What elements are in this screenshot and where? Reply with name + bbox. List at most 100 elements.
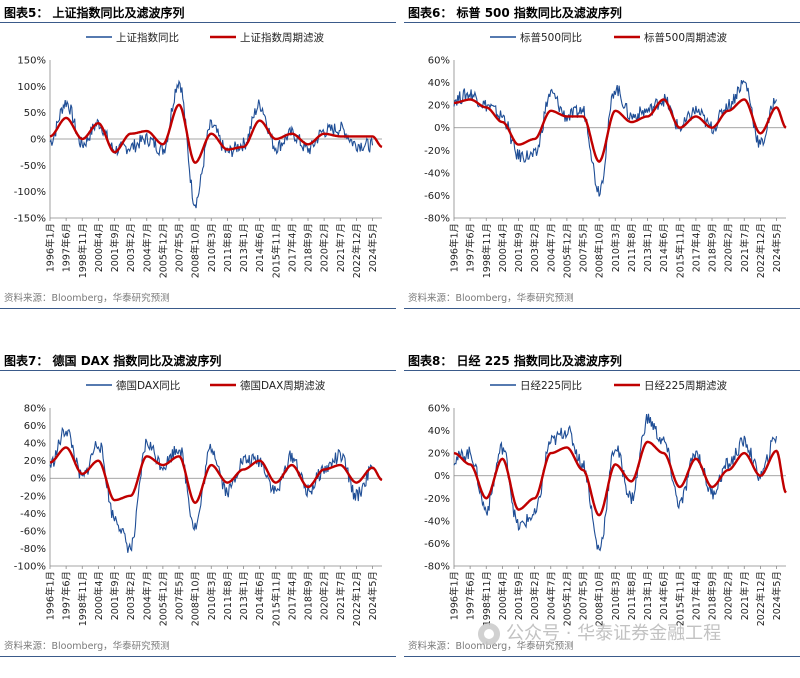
x-tick-label: 2024年5月 bbox=[771, 571, 783, 620]
source-divider bbox=[404, 308, 800, 309]
x-tick-label: 2004年7月 bbox=[141, 571, 153, 620]
x-tick-label: 2007年5月 bbox=[578, 571, 590, 620]
x-tick-label: 2021年7月 bbox=[739, 571, 751, 620]
x-tick-label: 2011年8月 bbox=[222, 223, 234, 272]
x-tick-label: 2024年5月 bbox=[771, 223, 783, 272]
x-tick-label: 2004年7月 bbox=[545, 571, 557, 620]
x-tick-label: 2010年3月 bbox=[206, 223, 218, 272]
y-tick-label: 60% bbox=[428, 404, 450, 415]
title-divider bbox=[404, 370, 800, 371]
x-tick-label: 2013年1月 bbox=[642, 223, 654, 272]
line-chart: 日经225同比 日经225周期滤波 60% 40% 20% 0% -20% -40% -60% -… bbox=[424, 379, 787, 626]
x-tick-label: 1998年11月 bbox=[481, 223, 493, 278]
series-line-raw bbox=[49, 79, 374, 209]
x-tick-label: 2015年11月 bbox=[674, 571, 686, 626]
chart-panel-1: 图表5： 上证指数同比及滤波序列 上证指数同比 上证指数周期滤波 150% 100% 5… bbox=[0, 0, 398, 330]
y-tick-label: -20% bbox=[20, 491, 46, 502]
x-tick-label: 2021年7月 bbox=[335, 571, 347, 620]
x-tick-label: 2003年2月 bbox=[529, 223, 541, 272]
x-tick-label: 2015年11月 bbox=[270, 223, 282, 278]
y-tick-label: 0% bbox=[30, 135, 46, 146]
x-tick-label: 2004年7月 bbox=[141, 223, 153, 272]
x-tick-label: 2000年4月 bbox=[497, 223, 509, 272]
legend-label-filter: 德国DAX周期滤波 bbox=[240, 379, 326, 392]
chart-panel-2: 图表6： 标普 500 指数同比及滤波序列 标普500同比 标普500周期滤波 60… bbox=[404, 0, 800, 330]
chart-title: 图表5： 上证指数同比及滤波序列 bbox=[4, 6, 185, 20]
x-tick-label: 2004年7月 bbox=[545, 223, 557, 272]
source-divider bbox=[0, 308, 396, 309]
chart-title: 图表6： 标普 500 指数同比及滤波序列 bbox=[408, 6, 622, 20]
source-divider bbox=[404, 656, 800, 657]
x-tick-label: 2008年10月 bbox=[190, 571, 202, 626]
x-tick-label: 2000年4月 bbox=[93, 223, 105, 272]
chart-title: 图表8： 日经 225 指数同比及滤波序列 bbox=[408, 354, 622, 368]
y-tick-label: 40% bbox=[428, 78, 450, 89]
x-tick-label: 2013年1月 bbox=[238, 223, 250, 272]
x-tick-label: 2015年11月 bbox=[270, 571, 282, 626]
title-divider bbox=[0, 22, 396, 23]
series-line-raw bbox=[453, 79, 778, 197]
x-tick-label: 2022年12月 bbox=[755, 571, 767, 626]
x-tick-label: 2020年2月 bbox=[319, 223, 331, 272]
chart-panel-4: 图表8： 日经 225 指数同比及滤波序列 日经225同比 日经225周期滤波 60… bbox=[404, 348, 800, 678]
y-tick-label: -60% bbox=[20, 526, 46, 537]
watermark-text: 公众号 · 华泰证券金融工程 bbox=[506, 623, 722, 644]
x-tick-label: 2000年4月 bbox=[93, 571, 105, 620]
x-tick-label: 2013年1月 bbox=[238, 571, 250, 620]
chart-title: 图表7： 德国 DAX 指数同比及滤波序列 bbox=[4, 354, 222, 368]
x-tick-label: 2007年5月 bbox=[174, 223, 186, 272]
x-tick-label: 2008年10月 bbox=[190, 223, 202, 278]
x-tick-label: 2024年5月 bbox=[367, 571, 379, 620]
x-tick-label: 1996年1月 bbox=[45, 571, 57, 620]
x-tick-label: 2024年5月 bbox=[367, 223, 379, 272]
title-divider bbox=[404, 22, 800, 23]
legend: 上证指数同比 上证指数周期滤波 bbox=[86, 31, 324, 44]
y-tick-label: 20% bbox=[428, 449, 450, 460]
source-note: 资料来源：Bloomberg，华泰研究预测 bbox=[4, 293, 170, 304]
y-tick-label: 100% bbox=[17, 82, 46, 93]
series-line-filter bbox=[49, 103, 383, 165]
x-tick-label: 2020年2月 bbox=[319, 571, 331, 620]
source-note: 资料来源：Bloomberg，华泰研究预测 bbox=[408, 641, 574, 652]
x-tick-label: 2021年7月 bbox=[335, 223, 347, 272]
x-tick-label: 2011年8月 bbox=[626, 223, 638, 272]
series-line-raw bbox=[453, 413, 778, 552]
source-divider bbox=[0, 656, 396, 657]
y-tick-label: 0% bbox=[434, 123, 450, 134]
legend-label-raw: 日经225同比 bbox=[520, 379, 582, 392]
y-tick-label: -100% bbox=[14, 187, 46, 198]
y-tick-label: -40% bbox=[424, 168, 450, 179]
x-tick-label: 2017年4月 bbox=[690, 223, 702, 272]
line-chart: 德国DAX同比 德国DAX周期滤波 80% 60% 40% 20% 0% -20% -40% -6… bbox=[14, 379, 383, 626]
title-divider bbox=[0, 370, 396, 371]
legend: 德国DAX同比 德国DAX周期滤波 bbox=[86, 379, 326, 392]
x-tick-label: 2022年12月 bbox=[755, 223, 767, 278]
legend-label-filter: 日经225周期滤波 bbox=[644, 379, 728, 392]
series-line-filter bbox=[49, 446, 383, 505]
x-tick-label: 2022年12月 bbox=[351, 571, 363, 626]
x-tick-label: 2022年12月 bbox=[351, 223, 363, 278]
y-tick-label: -20% bbox=[424, 494, 450, 505]
watermark: 公众号 · 华泰证券金融工程 bbox=[478, 619, 721, 645]
y-tick-label: -80% bbox=[20, 544, 46, 555]
y-tick-label: 50% bbox=[24, 108, 46, 119]
legend-label-filter: 标普500周期滤波 bbox=[644, 31, 728, 44]
x-tick-label: 2021年7月 bbox=[739, 223, 751, 272]
y-tick-label: 40% bbox=[24, 439, 46, 450]
x-tick-label: 2014年6月 bbox=[658, 223, 670, 272]
series-line-filter bbox=[454, 98, 787, 163]
x-tick-label: 1998年11月 bbox=[481, 571, 493, 626]
x-tick-label: 2010年3月 bbox=[610, 571, 622, 620]
x-tick-label: 2005年12月 bbox=[561, 571, 573, 626]
x-tick-label: 2018年9月 bbox=[303, 223, 315, 272]
x-tick-label: 2018年9月 bbox=[707, 223, 719, 272]
x-tick-label: 1996年1月 bbox=[449, 223, 461, 272]
x-tick-label: 2014年6月 bbox=[658, 571, 670, 620]
x-tick-label: 2008年10月 bbox=[594, 571, 606, 626]
x-tick-label: 2007年5月 bbox=[578, 223, 590, 272]
y-tick-label: -60% bbox=[424, 539, 450, 550]
y-tick-label: 20% bbox=[428, 101, 450, 112]
x-tick-label: 2007年5月 bbox=[174, 571, 186, 620]
x-tick-label: 2010年3月 bbox=[610, 223, 622, 272]
y-tick-label: -100% bbox=[14, 562, 46, 573]
